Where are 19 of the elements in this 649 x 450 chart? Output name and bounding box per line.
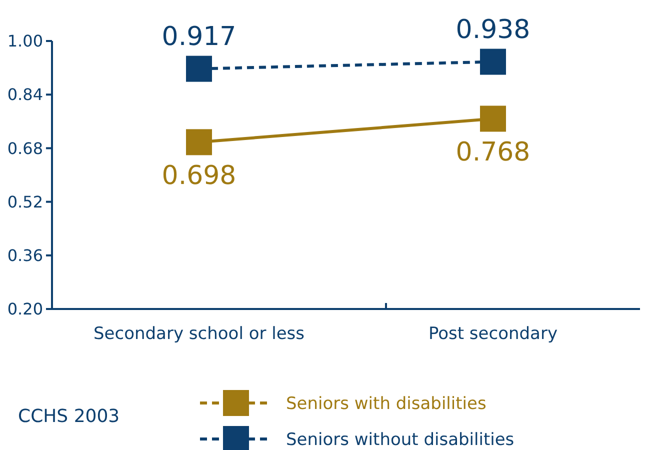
legend-label: Seniors without disabilities xyxy=(286,430,514,450)
y-tick-label: 0.36 xyxy=(7,246,43,265)
point xyxy=(480,48,506,75)
text: CCHS 2003 xyxy=(18,406,120,427)
data-label: 0.698 xyxy=(162,161,236,192)
point xyxy=(186,129,212,156)
x-tick-label: Post secondary xyxy=(428,324,558,344)
y-tick-label: 0.52 xyxy=(7,192,43,212)
data-label: 0.938 xyxy=(456,14,530,45)
y-tick-label: 1.00 xyxy=(7,32,43,51)
legend-label: Seniors with disabilities xyxy=(286,394,486,414)
y-tick-label: 0.84 xyxy=(7,85,43,104)
y-tick-label: 0.20 xyxy=(7,300,43,319)
point xyxy=(480,106,506,132)
data-label: 0.768 xyxy=(456,138,530,168)
y-tick-label: 0.68 xyxy=(7,138,43,158)
data-label: 0.917 xyxy=(162,22,236,52)
point xyxy=(186,56,212,82)
x-tick-label: Secondary school or less xyxy=(93,324,305,344)
